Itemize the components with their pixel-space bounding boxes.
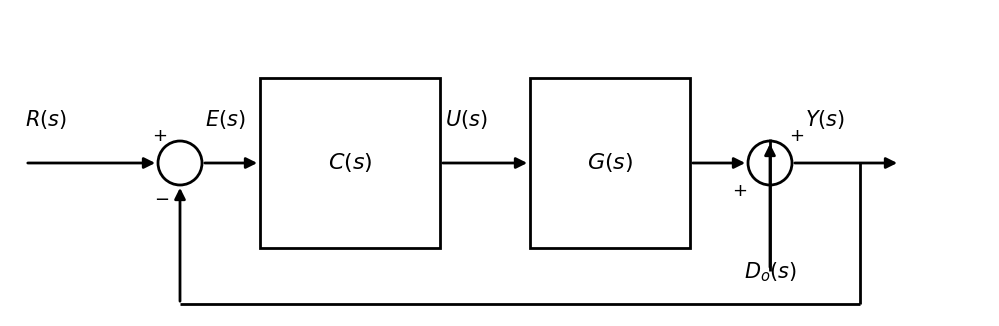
Text: $Y(s)$: $Y(s)$	[805, 108, 845, 131]
Text: $R(s)$: $R(s)$	[25, 108, 67, 131]
Text: $-$: $-$	[155, 189, 170, 207]
Bar	[260, 78, 440, 248]
Text: $G(s)$: $G(s)$	[586, 152, 633, 174]
Text: $C(s)$: $C(s)$	[328, 152, 373, 174]
Text: $+$: $+$	[153, 127, 168, 145]
Text: $E(s)$: $E(s)$	[205, 108, 246, 131]
Text: $U(s)$: $U(s)$	[445, 108, 488, 131]
Text: $+$: $+$	[789, 127, 804, 145]
Bar	[530, 78, 690, 248]
Text: $+$: $+$	[732, 182, 747, 200]
Text: $D_o(s)$: $D_o(s)$	[743, 260, 796, 284]
